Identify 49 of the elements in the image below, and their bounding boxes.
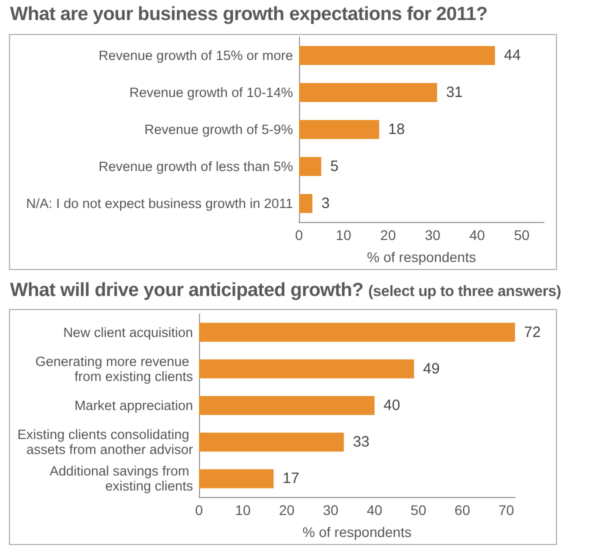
bar [299, 46, 495, 65]
x-tick-label: 0 [195, 502, 204, 518]
x-tick-label: 50 [514, 227, 530, 243]
x-tick-label: 20 [278, 502, 295, 518]
x-tick-label: 10 [235, 502, 251, 518]
y-tick-label: Market appreciation [74, 398, 193, 413]
y-tick-label: Additional savings from existing clients [50, 464, 194, 494]
data-label: 17 [282, 470, 300, 488]
data-label: 3 [321, 195, 330, 212]
x-tick-label: 30 [322, 502, 339, 518]
y-tick-label: Revenue growth of 10-14% [129, 85, 293, 100]
data-label: 31 [446, 84, 463, 101]
bar [199, 359, 414, 378]
data-label: 33 [352, 434, 370, 451]
data-label: 18 [388, 121, 405, 138]
bar [199, 432, 344, 452]
data-label: 72 [524, 324, 541, 341]
y-tick-label: New client acquisition [63, 324, 193, 340]
x-tick-label: 40 [469, 227, 486, 243]
bar [299, 83, 438, 102]
y-tick-label: Generating more revenue from existing clients [35, 354, 194, 384]
x-tick-label: 30 [424, 227, 441, 243]
bar [199, 322, 515, 342]
bar [299, 120, 380, 139]
x-tick-label: 20 [380, 227, 396, 243]
x-tick-label: 60 [454, 502, 470, 518]
y-tick-label: Revenue growth of 5-9% [144, 122, 293, 137]
x-tick-label: 70 [498, 502, 514, 518]
y-tick-label: N/A: I do not expect business growth in 2011 [26, 196, 293, 211]
bar [199, 396, 375, 415]
bar [299, 194, 312, 213]
y-tick-label: Existing clients consolidating assets from another advisor [17, 427, 194, 458]
x-tick-label: 0 [295, 227, 304, 243]
x-tick-label: 50 [410, 502, 426, 518]
chart-title: What will drive your anticipated growth? [10, 280, 364, 301]
y-tick-label: Revenue growth of 15% or more [98, 48, 293, 63]
chart-title: What are your business growth expectations for 2011? [10, 4, 488, 25]
x-tick-label: 40 [366, 502, 383, 518]
data-label: 5 [330, 158, 339, 175]
x-axis-title: % of respondents [302, 524, 412, 540]
data-label: 40 [384, 397, 400, 414]
bar [199, 469, 274, 488]
chart-subtitle: (select up to three answers) [368, 283, 562, 300]
data-label: 49 [423, 360, 440, 378]
x-tick-label: 10 [336, 227, 352, 243]
bar [299, 157, 322, 176]
x-axis-title: % of respondents [367, 249, 476, 265]
y-tick-label: Revenue growth of less than 5% [98, 159, 293, 174]
data-label: 44 [504, 47, 521, 64]
